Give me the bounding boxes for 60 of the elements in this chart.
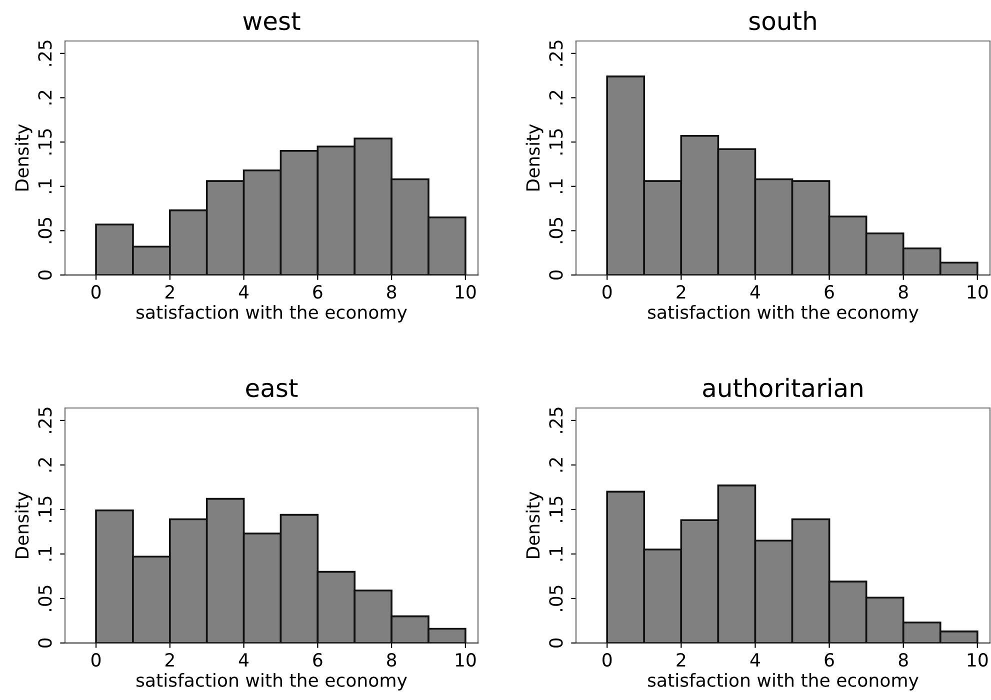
x-axis-title: satisfaction with the economy [648,304,918,322]
y-tick-label: .15 [549,496,563,522]
x-tick-label: 8 [387,653,396,667]
y-tick-label: .25 [38,40,52,66]
x-tick-label: 6 [313,653,322,667]
y-tick-label: .15 [38,129,52,154]
y-tick-label: .05 [549,218,563,244]
y-tick-label: .2 [38,90,52,104]
x-tick-label: 4 [750,653,760,666]
x-tick-label: 4 [238,653,249,666]
y-tick-label: .25 [549,408,563,433]
x-tick-label: 8 [387,285,396,299]
x-axis-title: satisfaction with the economy [136,304,407,322]
x-tick-label: 8 [898,285,908,299]
y-tick-label: .1 [38,179,52,194]
chart-title: authoritarian [703,378,862,398]
y-tick-label: .2 [38,458,52,472]
x-tick-label: 10 [968,285,988,299]
x-tick-label: 0 [91,653,101,667]
x-tick-label: 2 [165,285,174,298]
x-tick-label: 6 [824,653,834,667]
y-tick-label: 0 [38,270,52,280]
x-tick-label: 0 [602,653,612,667]
y-tick-label: .25 [38,408,52,433]
x-axis-title: satisfaction with the economy [648,672,918,690]
y-tick-label: .1 [38,547,52,561]
x-tick-label: 2 [676,653,686,666]
y-axis-title: Density [14,124,32,191]
x-tick-label: 8 [898,653,908,667]
x-tick-label: 0 [602,285,612,299]
x-tick-label: 6 [313,285,322,299]
x-tick-label: 2 [676,285,686,298]
chart-title: east [246,379,298,398]
x-tick-label: 2 [165,653,174,666]
y-axis-title: Density [526,492,544,558]
y-tick-label: .05 [38,218,52,244]
y-tick-label: .1 [549,547,563,561]
y-axis-title: Density [14,492,32,558]
x-tick-label: 10 [456,653,476,667]
y-tick-label: .05 [38,586,52,611]
chart-title: south [749,10,816,30]
x-tick-label: 6 [824,285,834,299]
y-tick-label: .2 [549,458,563,472]
y-axis-title: Density [526,124,544,191]
x-axis-title: satisfaction with the economy [136,672,407,690]
y-tick-label: .15 [38,496,52,522]
y-tick-label: .2 [549,90,563,104]
y-tick-label: 0 [549,638,563,648]
x-tick-label: 10 [456,285,476,299]
y-tick-label: 0 [38,638,52,648]
x-tick-label: 4 [238,285,249,298]
y-tick-label: .15 [549,129,563,154]
y-tick-label: .1 [549,179,563,194]
x-tick-label: 4 [750,285,760,298]
x-tick-label: 10 [968,653,988,667]
x-tick-label: 0 [91,285,101,299]
y-tick-label: .25 [549,40,563,66]
y-tick-label: 0 [549,270,563,280]
chart-title: west [243,12,300,30]
y-tick-label: .05 [549,586,563,611]
